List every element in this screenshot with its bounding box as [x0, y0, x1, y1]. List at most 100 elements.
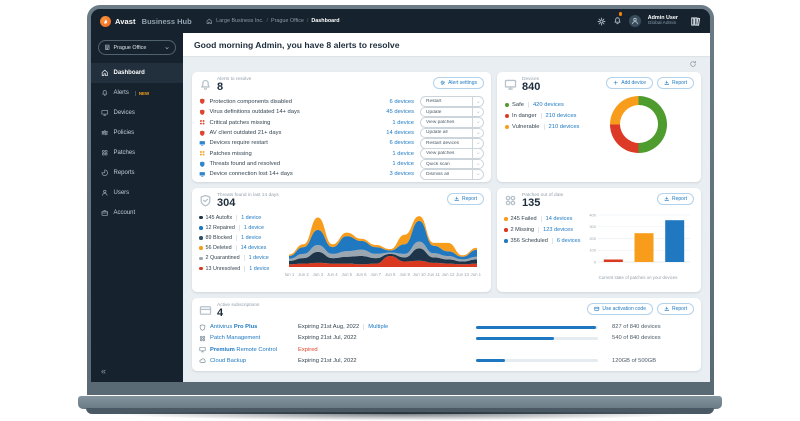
- alert-devices-link[interactable]: 45 devices: [386, 109, 414, 116]
- avatar-person-icon: [631, 17, 639, 25]
- subscription-name-link[interactable]: Antivirus Pro Plus: [210, 324, 258, 331]
- legend-device-count-link[interactable]: 1 device: [238, 224, 264, 231]
- legend-label: In danger: [512, 113, 537, 120]
- svg-text:Jun 11: Jun 11: [427, 272, 440, 277]
- patches-count: 135: [522, 197, 541, 209]
- subscription-product-icon: [199, 324, 206, 331]
- sidebar-item-label: Account: [113, 210, 136, 216]
- legend-dot: [199, 236, 203, 240]
- patch-legend-item: 2 Missing 123 devices: [504, 225, 582, 236]
- alert-text: AV client outdated 21+ days: [209, 129, 282, 136]
- sidebar-item[interactable]: Alerts NEW: [91, 83, 183, 103]
- chevron-down-icon[interactable]: [472, 128, 483, 138]
- alert-action-dropdown[interactable]: View patches: [420, 117, 484, 128]
- patches-report-button[interactable]: Report: [656, 193, 694, 205]
- svg-text:Jun 1: Jun 1: [285, 272, 295, 277]
- breadcrumb-org[interactable]: Large Business Inc.: [216, 18, 264, 24]
- settings-gear-icon[interactable]: [597, 17, 606, 26]
- devices-report-label: Report: [671, 80, 687, 86]
- sidebar-item[interactable]: Reports: [91, 163, 183, 183]
- chevron-down-icon[interactable]: [472, 139, 483, 148]
- legend-device-count-link[interactable]: 210 devices: [540, 113, 576, 120]
- user-meta[interactable]: Admin User Global Admin: [648, 15, 678, 27]
- alert-action-dropdown[interactable]: Update: [420, 106, 484, 118]
- alert-devices-link[interactable]: 1 device: [392, 119, 414, 126]
- alert-action-dropdown[interactable]: Dismiss all: [420, 169, 484, 180]
- legend-device-count-link[interactable]: 420 devices: [527, 102, 564, 109]
- sidebar-item-icon: [101, 129, 109, 137]
- legend-device-count-link[interactable]: 123 devices: [538, 227, 573, 234]
- legend-device-count-link[interactable]: 1 device: [236, 214, 261, 221]
- subscription-expiry-wrap: Expiring 21st Aug, 2022 Multiple: [298, 324, 476, 331]
- alert-devices-link[interactable]: 3 devices: [389, 171, 415, 178]
- sidebar-item[interactable]: Policies: [91, 123, 183, 143]
- legend-device-count-link[interactable]: 1 device: [244, 265, 269, 272]
- alert-text: Patches missing: [209, 150, 252, 157]
- subscriptions-report-button[interactable]: Report: [656, 303, 694, 315]
- chevron-down-icon[interactable]: [472, 97, 483, 107]
- legend-device-count-link[interactable]: 1 device: [243, 255, 269, 262]
- devices-report-button[interactable]: Report: [656, 77, 694, 89]
- legend-label: 2 Missing: [510, 227, 535, 234]
- alert-action-dropdown[interactable]: Restart: [420, 96, 484, 108]
- subscription-expiry-wrap: Expiring 21st Jul, 2022: [298, 358, 476, 364]
- chevron-down-icon[interactable]: [472, 159, 483, 169]
- sidebar-item[interactable]: Dashboard: [91, 63, 183, 83]
- breadcrumb-site[interactable]: Prague Office: [271, 18, 304, 24]
- threats-report-button[interactable]: Report: [446, 193, 484, 205]
- refresh-icon[interactable]: [689, 60, 697, 68]
- brand-logo[interactable]: Avast Business Hub: [100, 15, 192, 27]
- threat-legend-item: 56 Deleted 14 devices: [199, 243, 285, 253]
- notifications-button[interactable]: [613, 11, 624, 30]
- subscription-name-link[interactable]: Patch Management: [210, 335, 261, 342]
- alert-devices-link[interactable]: 1 device: [392, 161, 414, 168]
- alert-devices-link[interactable]: 14 devices: [386, 129, 414, 136]
- patches-card-patch-icon: [504, 194, 517, 207]
- user-avatar[interactable]: [628, 15, 641, 27]
- alert-devices-link[interactable]: 6 devices: [389, 140, 415, 147]
- sidebar-item-label: Users: [113, 190, 130, 196]
- chevron-down-icon[interactable]: [472, 107, 483, 117]
- sidebar-item-label: Dashboard: [113, 70, 145, 76]
- patch-legend-item: 356 Scheduled 6 devices: [504, 236, 582, 247]
- sidebar: Prague Office Dashboard: [91, 33, 183, 382]
- patches-bar-chart: 0 100 200 300 400: [583, 212, 693, 274]
- site-selector-dropdown[interactable]: Prague Office: [98, 40, 176, 55]
- legend-device-count-link[interactable]: 14 devices: [540, 216, 572, 223]
- alert-devices-link[interactable]: 1 device: [392, 150, 414, 157]
- chevron-down-icon[interactable]: [472, 118, 483, 127]
- alert-settings-button[interactable]: Alert settings: [433, 77, 484, 89]
- chevron-down-icon[interactable]: [472, 170, 483, 179]
- alert-devices-link[interactable]: 6 devices: [389, 98, 415, 105]
- main-content: Good morning Admin, you have 8 alerts to…: [183, 33, 710, 382]
- sidebar-item[interactable]: Users: [91, 183, 183, 203]
- sidebar-collapse-button[interactable]: «: [101, 366, 107, 376]
- alert-action-label: Update all: [426, 130, 448, 136]
- alert-action-dropdown[interactable]: Quick scan: [420, 158, 484, 170]
- brand-name-bold: Avast: [115, 16, 136, 26]
- subscription-multiple-link[interactable]: Multiple: [363, 324, 388, 331]
- use-activation-code-button[interactable]: Use activation code: [587, 303, 653, 315]
- subscription-name-link[interactable]: Premium Remote Control: [210, 346, 278, 353]
- legend-device-count-link[interactable]: 1 device: [236, 235, 261, 242]
- alert-severity-icon: [199, 109, 206, 116]
- alert-action-dropdown[interactable]: Restart devices: [420, 138, 484, 149]
- legend-device-count-link[interactable]: 6 devices: [551, 238, 580, 245]
- add-device-button[interactable]: Add device: [606, 77, 653, 89]
- svg-text:Jun 9: Jun 9: [399, 272, 410, 277]
- legend-device-count-link[interactable]: 14 devices: [235, 245, 266, 252]
- sidebar-item[interactable]: Patches: [91, 143, 183, 163]
- svg-text:Jun 13: Jun 13: [456, 272, 470, 277]
- alert-action-dropdown[interactable]: Update all: [420, 127, 484, 139]
- subscription-name-link[interactable]: Cloud Backup: [210, 357, 247, 364]
- subscription-usage-fill: [476, 359, 506, 363]
- sidebar-item[interactable]: Devices: [91, 103, 183, 123]
- chevron-down-icon[interactable]: [472, 149, 483, 158]
- sidebar-item[interactable]: Account: [91, 203, 183, 223]
- product-library-icon[interactable]: [690, 16, 701, 27]
- legend-device-count-link[interactable]: 210 devices: [543, 124, 579, 131]
- alert-action-dropdown[interactable]: View patches: [420, 148, 484, 159]
- alert-severity-icon: [199, 119, 206, 126]
- alert-severity-icon: [199, 130, 206, 137]
